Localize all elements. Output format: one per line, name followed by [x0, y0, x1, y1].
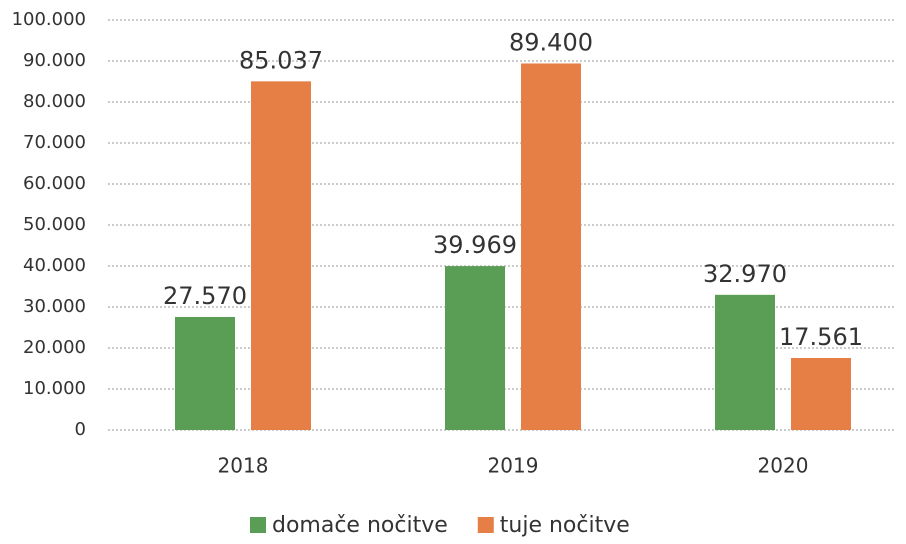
y-tick-label: 20.000	[23, 337, 86, 358]
y-tick-label: 0	[75, 419, 86, 440]
y-tick-label: 90.000	[23, 50, 86, 71]
legend-label: domače nočitve	[272, 513, 448, 538]
y-tick-label: 50.000	[23, 214, 86, 235]
data-label: 17.561	[779, 323, 863, 351]
bar	[175, 316, 235, 430]
legend-swatch	[477, 517, 494, 533]
legend-swatch	[250, 517, 266, 533]
bar	[715, 294, 775, 430]
x-tick-label: 2020	[758, 454, 809, 478]
data-label: 27.570	[163, 282, 247, 310]
y-tick-label: 100.000	[12, 9, 86, 30]
x-tick-label: 2018	[218, 454, 269, 478]
data-label: 85.037	[239, 46, 323, 74]
bar	[791, 357, 851, 430]
y-tick-label: 40.000	[23, 255, 86, 276]
y-tick-label: 30.000	[23, 296, 86, 317]
y-tick-label: 70.000	[23, 132, 86, 153]
data-label: 32.970	[703, 260, 787, 288]
y-tick-label: 60.000	[23, 173, 86, 194]
bar	[521, 63, 581, 431]
legend-label: tuje nočitve	[500, 513, 630, 538]
bar	[251, 81, 311, 430]
data-label: 39.969	[433, 231, 517, 259]
y-tick-label: 10.000	[23, 378, 86, 399]
y-tick-label: 80.000	[23, 91, 86, 112]
data-label: 89.400	[509, 28, 593, 56]
x-tick-label: 2019	[488, 454, 539, 478]
bar	[445, 266, 505, 430]
